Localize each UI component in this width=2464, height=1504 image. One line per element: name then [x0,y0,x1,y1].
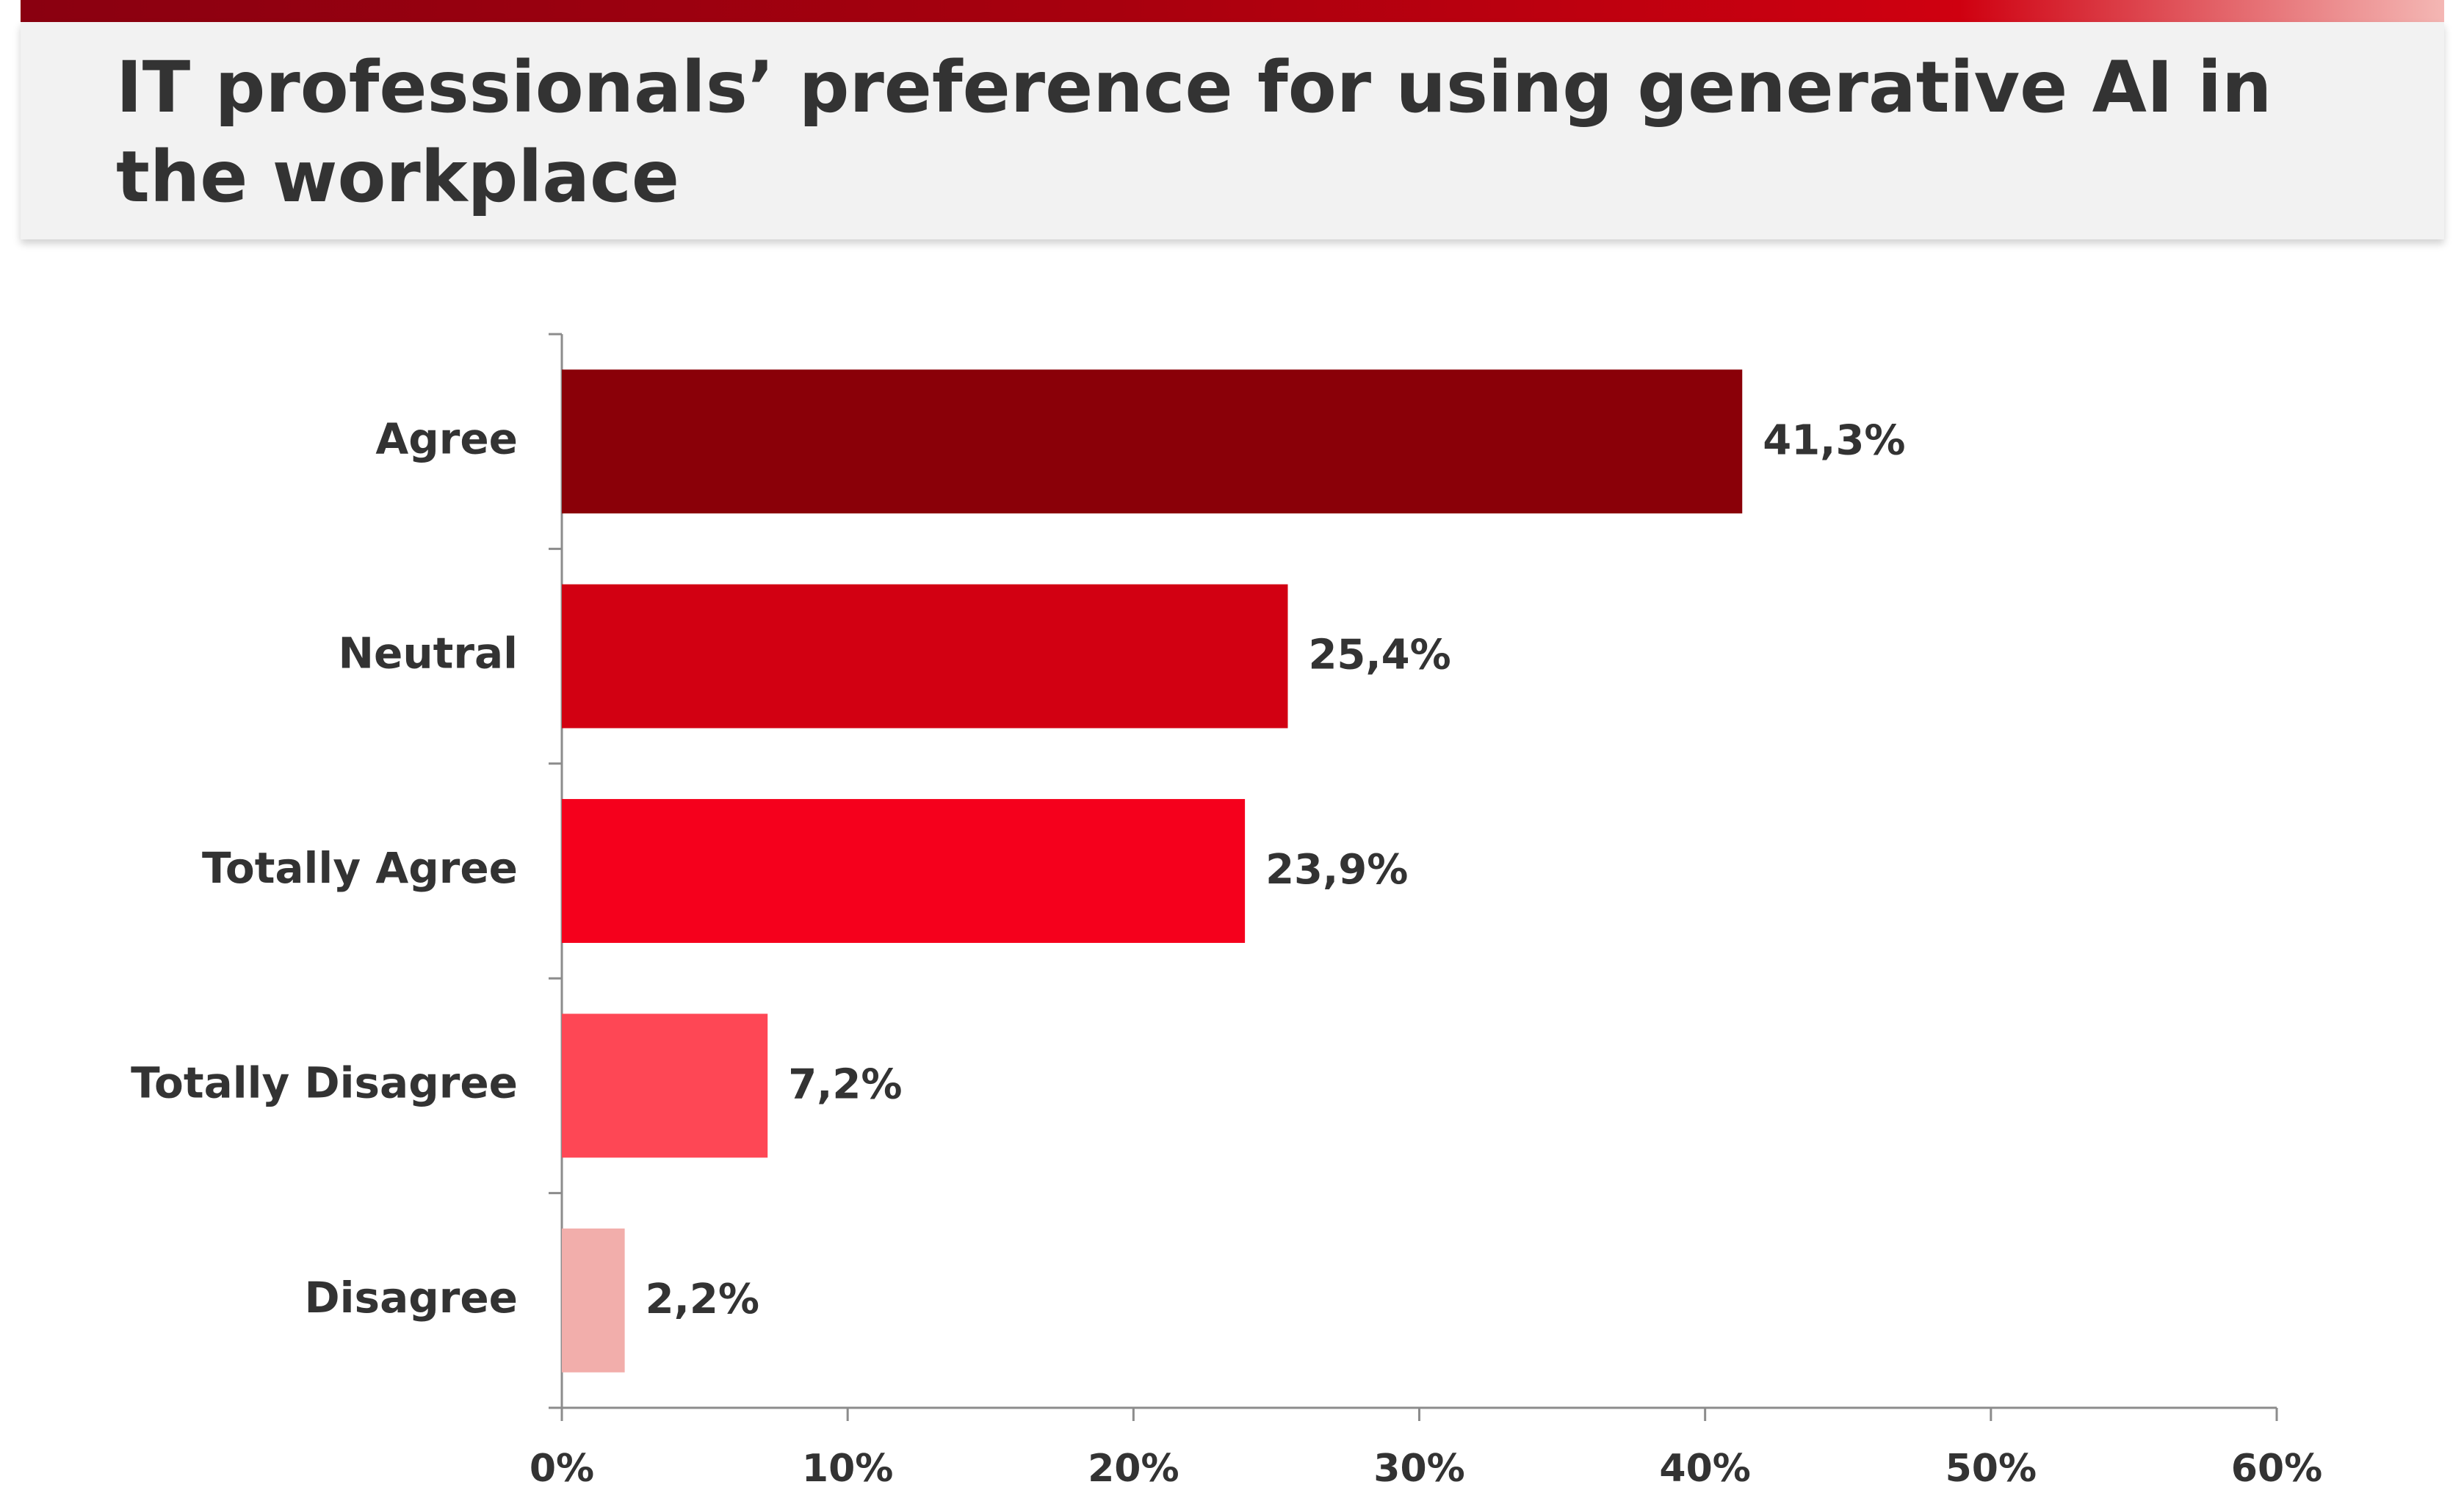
x-tick-label: 30% [1373,1447,1464,1491]
data-label: 2,2% [646,1276,759,1323]
data-label: 7,2% [788,1061,902,1109]
category-label: Totally Agree [202,843,518,893]
x-tick-label: 10% [802,1447,893,1491]
title-card: IT professionals’ preference for using g… [21,22,2444,239]
top-accent-strip [21,0,2444,22]
x-tick-label: 40% [1659,1447,1750,1491]
category-label: Agree [375,413,518,463]
chart-bars [562,369,1743,1373]
x-tick-label: 60% [2231,1447,2322,1491]
x-tick-label: 50% [1945,1447,2037,1491]
bar [562,1228,625,1373]
bar [562,584,1288,728]
data-label: 23,9% [1265,846,1408,894]
chart-labels: 0% 10% 20% 30% 40% 50% 60% Agree 41,3% Neutral 25,… [131,413,2322,1491]
bar [562,799,1246,943]
bar [562,1013,768,1158]
data-label: 25,4% [1308,632,1450,679]
x-tick-label: 20% [1088,1447,1179,1491]
category-label: Neutral [338,629,518,679]
data-label: 41,3% [1763,416,1905,464]
x-tick-label: 0% [530,1447,594,1491]
bar [562,369,1743,514]
chart-title: IT professionals’ preference for using g… [116,46,2272,218]
category-label: Totally Disagree [131,1058,518,1108]
category-label: Disagree [305,1273,518,1323]
